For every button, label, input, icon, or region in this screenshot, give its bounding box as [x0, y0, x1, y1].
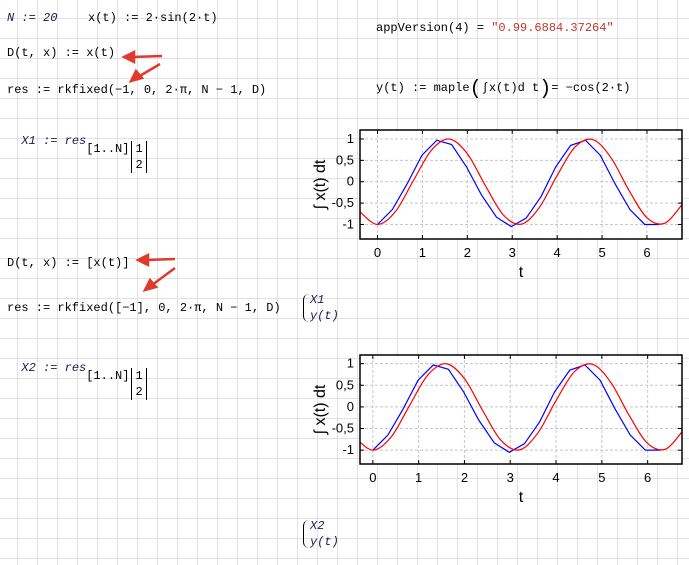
y-tick-label: -0,5 [332, 195, 354, 210]
y-tick-label: 0,5 [336, 152, 354, 167]
arrow-icon [151, 266, 176, 287]
plot-legend-1[interactable]: X1 y(t) [302, 292, 339, 324]
col-index: 1 [135, 142, 143, 156]
x-tick-label: 6 [644, 470, 651, 485]
arrow-icon [137, 62, 161, 79]
x2-lhs: X2 := res [21, 361, 87, 375]
x-axis-label: t [519, 264, 524, 281]
x-tick-label: 3 [509, 245, 516, 260]
x-tick-label: 5 [598, 470, 605, 485]
x-function-definition[interactable]: x(t) := 2·sin(2·t) [88, 11, 218, 25]
y-tick-label: 1 [347, 131, 354, 146]
d-function-definition[interactable]: D(t, x) := x(t) [7, 46, 116, 60]
y-tick-label: 0 [347, 174, 354, 189]
series-line-x1 [377, 139, 660, 228]
y-axis-label: ∫ x(t) dt [312, 159, 329, 210]
arrow-icon [145, 257, 176, 262]
col-index: 2 [135, 385, 143, 399]
x-tick-label: 0 [374, 245, 381, 260]
y-tick-label: -1 [342, 216, 354, 231]
arrow-head-icon [128, 68, 145, 83]
y-def-result: = −cos(2·t) [551, 81, 631, 95]
x-tick-label: 6 [643, 245, 650, 260]
legend-entry: y(t) [310, 309, 339, 323]
plot-legend-2[interactable]: X2 y(t) [302, 518, 339, 550]
arrow-icon [131, 54, 163, 59]
legend-entry: X2 [310, 519, 325, 533]
n-definition[interactable]: N := 20 [7, 11, 58, 25]
res-definition-2[interactable]: res := rkfixed([−1], 0, 2·π, N − 1, D) [7, 301, 281, 315]
x-tick-label: 3 [507, 470, 514, 485]
legend-entry: X1 [310, 293, 325, 307]
arrow-head-icon [142, 277, 159, 292]
y-axis-label: ∫ x(t) dt [312, 384, 329, 435]
plot-frame [359, 354, 683, 465]
series-line-yt [360, 363, 682, 451]
x-tick-label: 4 [554, 245, 561, 260]
x1-row-index: [1..N] [86, 142, 130, 156]
y-tick-label: 1 [347, 356, 354, 371]
plot-x2[interactable]: 0 1 2 3 4 5 6 1 0,5 0 -0,5 -1 t ∫ x(t) dt [300, 345, 689, 510]
app-version-label: appVersion(4) = [376, 21, 492, 35]
x-tick-label: 2 [461, 470, 468, 485]
x1-definition[interactable]: X1 := res[1..N] 1 2 [7, 117, 147, 173]
y-function-definition[interactable]: y(t) := maple(∫x(t)d t)= −cos(2·t) [376, 78, 631, 101]
y-tick-label: -1 [342, 442, 354, 457]
plot-area [360, 130, 682, 239]
x2-row-index: [1..N] [86, 369, 130, 383]
series-line-yt [360, 138, 682, 226]
y-tick-label: -0,5 [332, 421, 354, 436]
arrow-head-icon [121, 49, 136, 65]
arrow-head-icon [135, 252, 150, 268]
d-function-definition-2[interactable]: D(t, x) := [x(t)] [7, 256, 130, 270]
x-tick-label: 1 [419, 245, 426, 260]
x-tick-label: 1 [415, 470, 422, 485]
annotation-arrows [121, 49, 176, 292]
plot-frame [359, 129, 683, 240]
col-index: 2 [135, 158, 143, 172]
x1-lhs: X1 := res [21, 134, 87, 148]
legend-entry: y(t) [310, 535, 339, 549]
x2-definition[interactable]: X2 := res[1..N] 1 2 [7, 344, 147, 400]
app-version-value: "0.99.6884.37264" [491, 21, 614, 35]
app-version-expression[interactable]: appVersion(4) = "0.99.6884.37264" [376, 20, 614, 36]
res-definition[interactable]: res := rkfixed(−1, 0, 2·π, N − 1, D) [7, 83, 267, 97]
y-tick-label: 0,5 [336, 377, 354, 392]
x-tick-label: 2 [464, 245, 471, 260]
x-tick-label: 0 [369, 470, 376, 485]
series-line-x2 [372, 364, 661, 454]
y-def-integral: ∫x(t)d t [481, 81, 540, 95]
y-def-lhs: y(t) := maple [376, 81, 470, 95]
plot-x1[interactable]: 0 1 2 3 4 5 6 1 0,5 0 -0,5 -1 t ∫ x(t) dt [300, 120, 689, 285]
plot-area [360, 355, 682, 464]
x-tick-label: 5 [598, 245, 605, 260]
x-axis-label: t [519, 489, 524, 506]
y-tick-label: 0 [347, 399, 354, 414]
col-index: 1 [135, 369, 143, 383]
x-tick-label: 4 [552, 470, 559, 485]
